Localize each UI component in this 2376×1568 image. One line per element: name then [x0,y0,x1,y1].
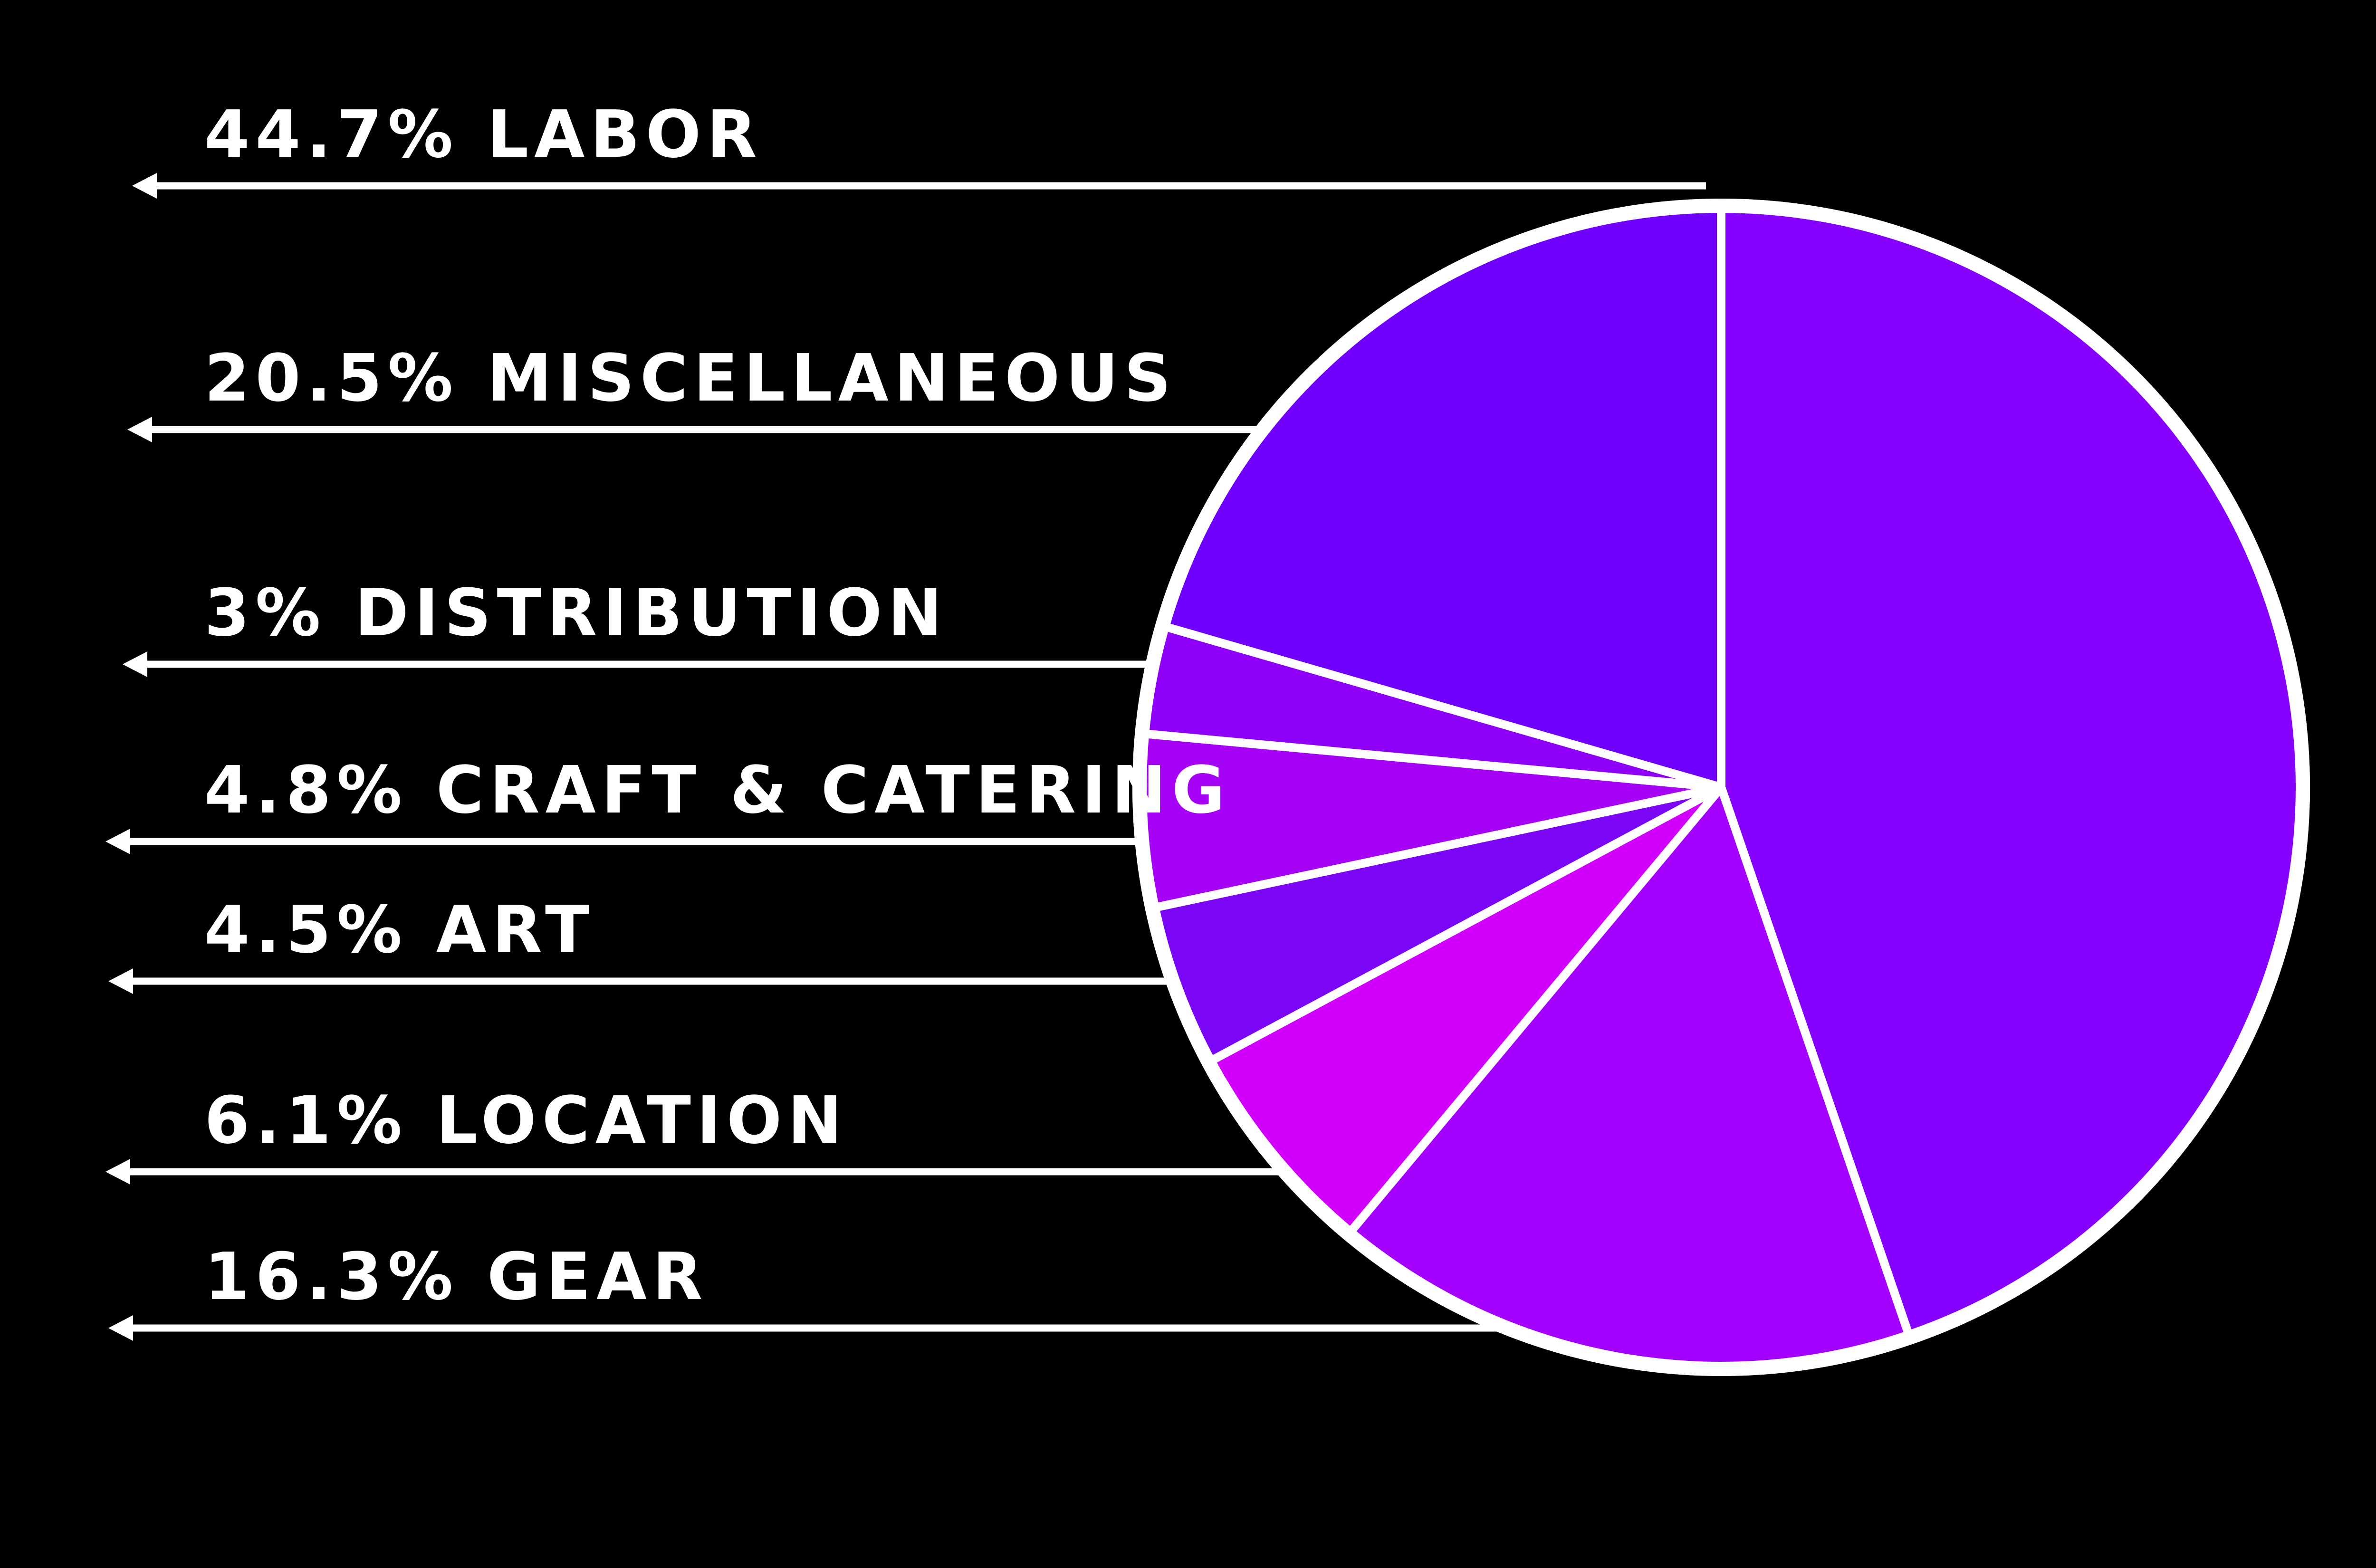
arrow-head-icon [108,968,133,994]
callout-label-distribution: 3% DISTRIBUTION [204,575,948,651]
callout-label-labor: 44.7% LABOR [204,97,763,172]
callout-label-art: 4.5% ART [204,892,595,968]
arrow-head-icon [132,173,157,199]
callout-arrows [105,173,1706,1341]
callout-label-location: 6.1% LOCATION [204,1083,848,1158]
callout-label-craft-catering: 4.8% CRAFT & CATERING [204,753,1231,828]
pie [1132,199,2310,1377]
arrow-head-icon [123,651,147,677]
arrow-head-icon [127,417,152,442]
pie-outer-ring [1132,199,2310,1376]
arrow-head-icon [105,829,130,854]
arrow-head-icon [108,1315,133,1341]
callout-label-miscellaneous: 20.5% MISCELLANEOUS [204,341,1177,416]
callout-label-gear: 16.3% GEAR [204,1239,709,1315]
arrow-head-icon [105,1159,130,1185]
